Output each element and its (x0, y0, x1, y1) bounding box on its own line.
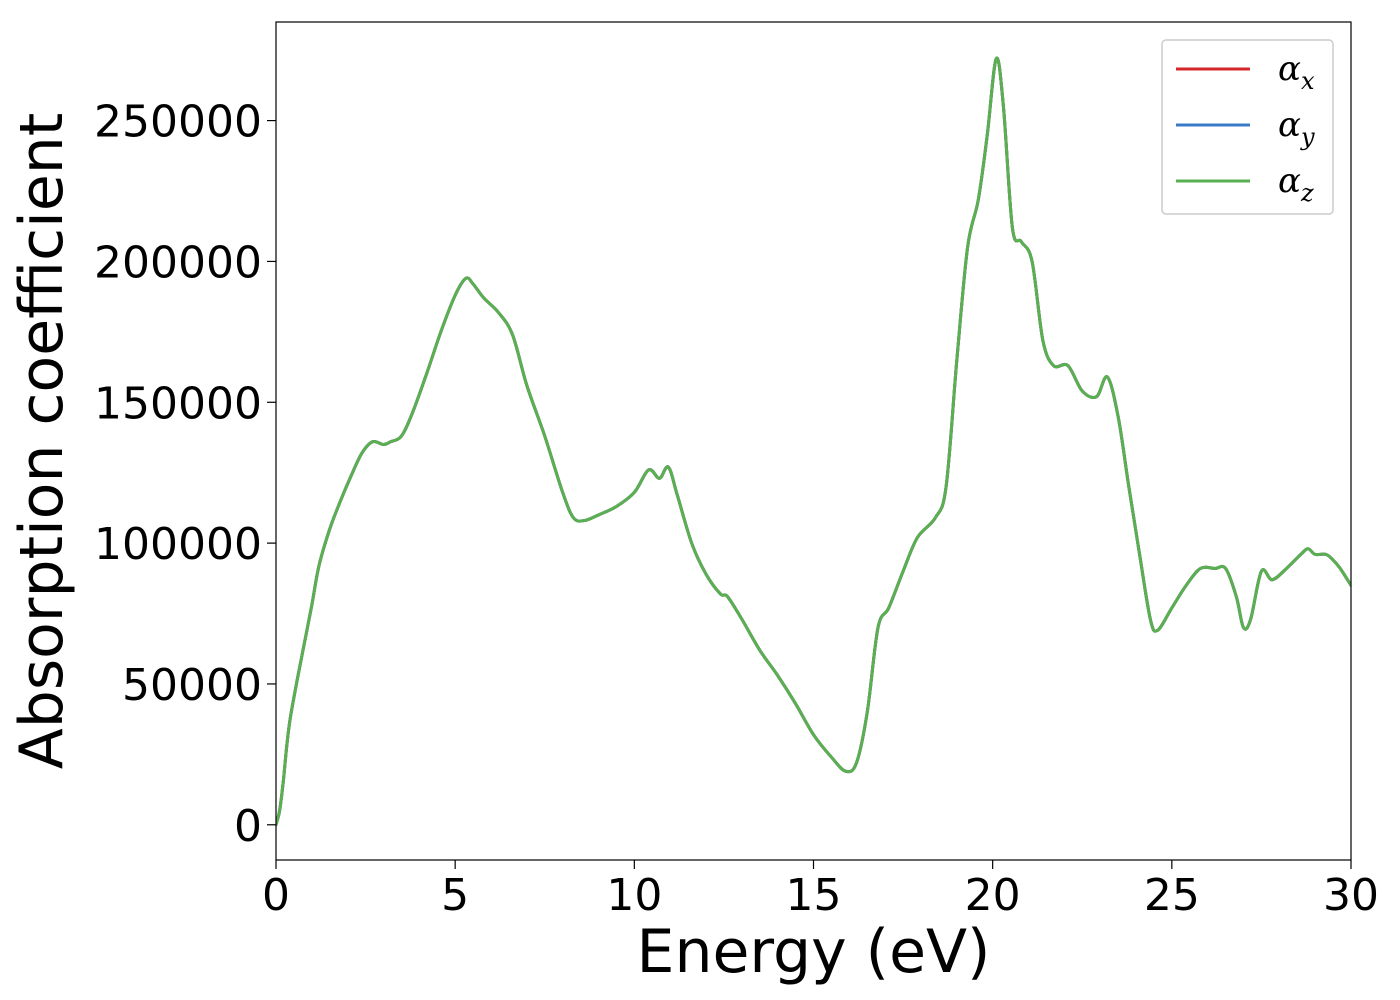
y-axis-label: Absorption coefficient (7, 113, 77, 770)
y-tick-label: 0 (234, 801, 262, 852)
x-tick-label: 15 (786, 870, 842, 921)
x-tick-label: 5 (441, 870, 469, 921)
series-layer (276, 56, 1351, 827)
x-tick-label: 25 (1144, 870, 1200, 921)
legend-box (1161, 39, 1334, 215)
series-line-3 (276, 56, 1351, 827)
x-tick-label: 20 (965, 870, 1021, 921)
y-axis-ticks: 0 50000 100000 150000 200000 250000 (94, 97, 276, 852)
y-tick-label: 250000 (94, 97, 262, 148)
x-tick-label: 0 (262, 870, 290, 921)
y-tick-label: 50000 (122, 660, 262, 711)
x-axis-ticks: 0 5 10 15 20 25 30 (262, 860, 1379, 921)
x-tick-label: 30 (1323, 870, 1379, 921)
y-tick-label: 150000 (94, 378, 262, 429)
x-axis-label: Energy (eV) (637, 917, 991, 987)
y-tick-label: 100000 (94, 519, 262, 570)
y-tick-label: 200000 (94, 237, 262, 288)
x-tick-label: 10 (606, 870, 662, 921)
